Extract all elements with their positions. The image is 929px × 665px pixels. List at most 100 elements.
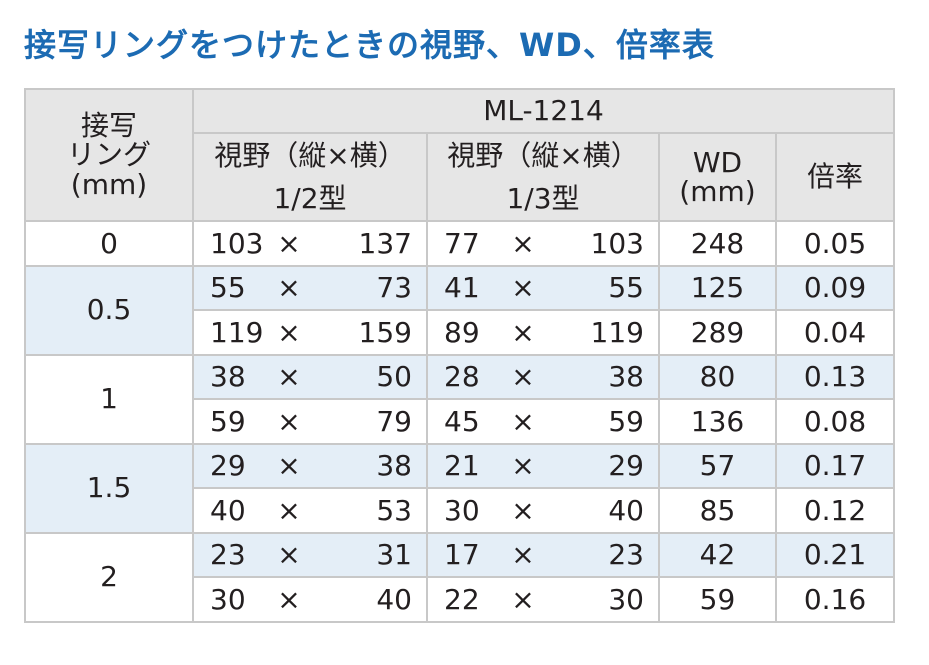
fov-half-height: 38	[192, 353, 261, 400]
ring-value: 0.5	[24, 264, 194, 356]
times-sign: ×	[261, 220, 317, 267]
fov-third-width: 23	[551, 531, 660, 578]
times-sign: ×	[261, 487, 317, 534]
fov-half-height: 23	[192, 531, 261, 578]
wd-value: 57	[658, 442, 777, 489]
fov-third-width: 119	[551, 309, 660, 356]
magnification-value: 0.16	[774, 576, 896, 623]
fov-half-width: 50	[317, 353, 428, 400]
times-sign: ×	[261, 309, 317, 356]
ring-header: 接写 リング (mm)	[24, 88, 194, 222]
magnification-value: 0.04	[774, 309, 896, 356]
ring-header-line: 接写	[80, 108, 137, 142]
magnification-value: 0.13	[774, 353, 896, 400]
table-row: 40 × 53 30 × 40 85 0.12	[25, 487, 896, 534]
times-sign: ×	[261, 576, 317, 623]
table-row: 1 38 × 50 28 × 38 80 0.13	[24, 353, 896, 445]
ring-value: 1.5	[24, 442, 194, 534]
fov-half-width: 40	[317, 576, 428, 623]
table-row: 2 23 × 31 17 × 23 42 0.21	[24, 531, 896, 623]
fov-half-width: 79	[317, 398, 428, 445]
wd-value: 248	[658, 220, 777, 267]
fov-half-width: 31	[317, 531, 428, 578]
fov-third-width: 59	[551, 398, 660, 445]
fov-third-height: 22	[426, 576, 495, 623]
fov-third-width: 40	[551, 487, 660, 534]
times-sign: ×	[495, 531, 551, 578]
ring-header-line: (mm)	[70, 167, 148, 201]
times-sign: ×	[495, 264, 551, 311]
spec-table: 接写 リング (mm) ML-1214 視野（縦×横） 視野（縦×横） WD (…	[24, 88, 896, 623]
fov-third-height: 41	[426, 264, 495, 311]
fov-half-width: 53	[317, 487, 428, 534]
ring-value: 2	[24, 531, 194, 623]
times-sign: ×	[495, 309, 551, 356]
sensor-half-inch: 1/2型	[192, 177, 428, 222]
fov-third-width: 38	[551, 353, 660, 400]
fov-third-width: 29	[551, 442, 660, 489]
magnification-value: 0.17	[774, 442, 896, 489]
fov-half-width: 137	[317, 220, 428, 267]
times-sign: ×	[495, 487, 551, 534]
fov-half-width: 38	[317, 442, 428, 489]
times-sign: ×	[261, 531, 317, 578]
magnification-value: 0.12	[774, 487, 896, 534]
fov-third-width: 30	[551, 576, 660, 623]
fov-third-header: 視野（縦×横）	[426, 132, 660, 177]
table-row: 1.5 29 × 38 21 × 29 57 0.17	[24, 442, 896, 534]
sensor-third-inch: 1/3型	[426, 177, 660, 222]
magnification-value: 0.09	[774, 264, 896, 311]
fov-half-height: 40	[192, 487, 261, 534]
wd-header: WD (mm)	[658, 132, 777, 222]
times-sign: ×	[495, 442, 551, 489]
fov-third-height: 89	[426, 309, 495, 356]
wd-header-line: WD	[692, 145, 743, 179]
fov-half-width: 73	[317, 264, 428, 311]
wd-value: 289	[658, 309, 777, 356]
table-row: 59 × 79 45 × 59 136 0.08	[25, 398, 896, 445]
times-sign: ×	[495, 220, 551, 267]
fov-third-height: 77	[426, 220, 495, 267]
ring-header-line: リング	[66, 138, 151, 172]
ring-value: 1	[24, 353, 194, 445]
page-title: 接写リングをつけたときの視野、WD、倍率表	[24, 26, 715, 64]
fov-half-height: 30	[192, 576, 261, 623]
magnification-value: 0.05	[774, 220, 896, 267]
times-sign: ×	[261, 264, 317, 311]
ring-value: 0	[24, 220, 194, 267]
table-row: 0 103 × 137 77 × 103 248 0.05	[24, 220, 896, 267]
fov-third-height: 30	[426, 487, 495, 534]
magnification-value: 0.21	[774, 531, 896, 578]
times-sign: ×	[261, 353, 317, 400]
fov-half-height: 119	[192, 309, 263, 356]
times-sign: ×	[495, 576, 551, 623]
fov-half-height: 103	[192, 220, 263, 267]
times-sign: ×	[261, 442, 317, 489]
table-row: 30 × 40 22 × 30 59 0.16	[25, 576, 896, 623]
fov-third-width: 55	[551, 264, 660, 311]
wd-value: 136	[658, 398, 777, 445]
wd-value: 42	[658, 531, 777, 578]
magnification-header: 倍率	[774, 132, 896, 222]
wd-header-line: (mm)	[679, 175, 756, 208]
fov-third-width: 103	[551, 220, 660, 267]
fov-third-height: 45	[426, 398, 495, 445]
times-sign: ×	[261, 398, 317, 445]
fov-half-height: 29	[192, 442, 261, 489]
fov-half-height: 55	[192, 264, 261, 311]
wd-value: 85	[658, 487, 777, 534]
table-row: 119 × 159 89 × 119 289 0.04	[25, 309, 896, 356]
wd-value: 59	[658, 576, 777, 623]
fov-third-height: 28	[426, 353, 495, 400]
times-sign: ×	[495, 353, 551, 400]
fov-half-header: 視野（縦×横）	[192, 132, 428, 177]
fov-third-height: 21	[426, 442, 495, 489]
magnification-value: 0.08	[774, 398, 896, 445]
table-row: 0.5 55 × 73 41 × 55 125 0.09	[24, 264, 896, 356]
wd-value: 80	[658, 353, 777, 400]
fov-third-height: 17	[426, 531, 495, 578]
model-header: ML-1214	[191, 88, 896, 134]
fov-half-height: 59	[192, 398, 261, 445]
fov-half-width: 159	[317, 309, 428, 356]
wd-value: 125	[658, 264, 777, 311]
